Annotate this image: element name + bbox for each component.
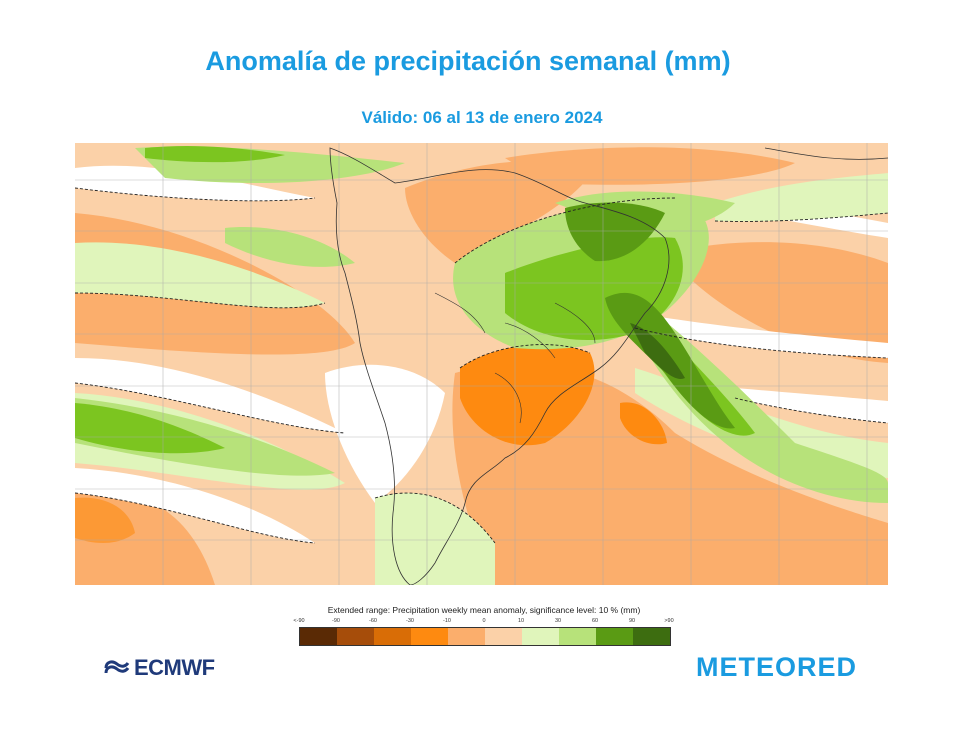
anomaly-area-light-green [75,242,325,308]
non-significant-area [325,364,445,503]
precipitation-anomaly-map [75,143,888,585]
ecmwf-logo-text: ECMWF [134,655,215,680]
anomaly-area-dark-orange [460,344,595,446]
legend-swatch [448,628,485,645]
legend-swatch [300,628,337,645]
legend-tick-label: -90 [332,618,340,624]
anomaly-area-orange [505,147,795,185]
non-significant-area [75,468,315,543]
legend-tick-label: -30 [406,618,414,624]
legend-swatch [596,628,633,645]
legend-tick-label: -10 [443,618,451,624]
non-significant-area [75,358,345,433]
anomaly-area-darkest-green [630,323,685,379]
legend-tick-label: 60 [591,618,599,624]
anomaly-area-dark-green [565,202,665,262]
legend-swatch [411,628,448,645]
legend-swatch [633,628,670,645]
legend-swatch [522,628,559,645]
color-scale-legend [299,627,671,646]
anomaly-area-dark-orange [75,497,135,543]
ecmwf-wave-icon [104,660,130,674]
legend-swatch [559,628,596,645]
anomaly-area-dark-orange [620,402,667,445]
legend-caption: Extended range: Precipitation weekly mea… [327,605,641,615]
valid-period-subtitle: Válido: 06 al 13 de enero 2024 [361,108,603,127]
legend-tick-label: 90 [628,618,636,624]
legend-tick-label: 30 [554,618,562,624]
anomaly-area-mid-green [145,145,285,163]
significance-contours [75,187,888,544]
anomaly-area-green [225,227,355,267]
map-svg [75,143,888,585]
legend-tick-label: 0 [482,618,486,624]
legend-swatch [374,628,411,645]
non-significant-area [735,388,888,423]
map-gridlines [75,143,888,585]
legend-tick-label: <-90 [293,618,305,624]
non-significant-area [75,165,315,201]
anomaly-area-orange [665,242,888,363]
meteored-logo: METEORED [696,652,857,683]
meteored-logo-text: METEORED [696,652,858,682]
legend-tick-label: 10 [517,618,525,624]
anomaly-area-mid-green [75,403,225,454]
anomaly-area-green [615,283,888,503]
continent-outline [329,147,670,585]
non-significant-area [635,313,888,358]
legend-swatch [337,628,374,645]
anomaly-area-light-green [375,493,495,585]
anomaly-area-light-green [715,173,888,222]
map-title: Anomalía de precipitación semanal (mm) [205,46,731,76]
legend-tick-label: >90 [664,618,674,624]
country-borders [434,292,596,424]
africa-coast-outline [764,147,888,160]
legend-swatch [485,628,522,645]
legend-tick-label: -60 [369,618,377,624]
ecmwf-logo: ECMWF [102,655,215,681]
